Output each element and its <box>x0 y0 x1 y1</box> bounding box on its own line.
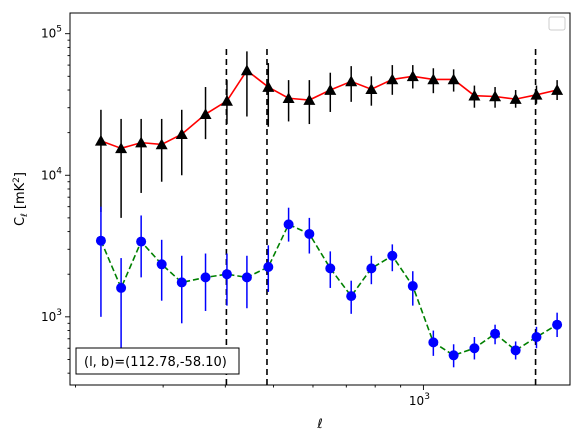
triangle-point-15 <box>386 73 399 85</box>
triangle-point-16 <box>406 70 419 82</box>
triangle-point-21 <box>509 93 522 104</box>
triangle-point-18 <box>447 73 460 85</box>
y-axis-label: Cℓ [mK2] <box>12 172 30 226</box>
circle-point-8 <box>241 272 252 283</box>
circle-point-15 <box>387 250 398 261</box>
circle-point-3 <box>136 236 147 247</box>
circle-point-13 <box>346 291 357 302</box>
triangle-point-23 <box>551 84 564 95</box>
triangle-point-7 <box>220 94 233 106</box>
circle-point-19 <box>469 343 480 354</box>
vertical-lines <box>225 48 537 385</box>
circle-point-12 <box>325 263 336 274</box>
triangle-point-10 <box>282 92 295 104</box>
annotation-box: (l, b)=(112.78,-58.10) <box>75 347 240 375</box>
triangle-point-12 <box>324 84 337 95</box>
series-lines <box>100 69 558 357</box>
triangle-point-11 <box>303 94 316 105</box>
triangle-point-8 <box>240 64 253 76</box>
series-markers <box>94 64 564 361</box>
circle-point-17 <box>428 337 439 348</box>
triangle-point-17 <box>427 73 440 85</box>
circle-point-5 <box>176 277 187 288</box>
triangle-point-14 <box>365 83 378 95</box>
y-tick-label: 103 <box>41 308 62 324</box>
triangle-point-20 <box>489 90 502 102</box>
y-tick-label: 104 <box>41 166 62 182</box>
triangle-point-3 <box>135 136 148 148</box>
axes-frame <box>69 12 571 386</box>
circle-point-22 <box>531 332 542 343</box>
series-line-1 <box>100 69 558 150</box>
y-tick-label: 105 <box>41 25 62 41</box>
circle-point-4 <box>156 259 167 270</box>
circle-point-1 <box>95 235 106 246</box>
circle-point-23 <box>552 319 563 330</box>
circle-point-14 <box>366 263 377 274</box>
circle-point-11 <box>304 228 315 239</box>
triangle-point-13 <box>345 75 358 87</box>
triangle-point-9 <box>262 81 275 92</box>
triangle-point-22 <box>530 88 543 100</box>
circle-point-2 <box>116 282 127 293</box>
triangle-point-2 <box>115 142 128 154</box>
triangle-point-1 <box>94 134 107 146</box>
triangle-point-5 <box>175 128 188 139</box>
axis-labels: 103 104 105 103 ℓ Cℓ [mK2] <box>12 25 430 432</box>
error-bars <box>100 51 558 368</box>
circle-point-7 <box>221 269 232 280</box>
circle-point-6 <box>200 272 211 283</box>
circle-point-9 <box>263 261 274 272</box>
series-line-2 <box>100 223 558 357</box>
circle-point-21 <box>510 345 521 356</box>
circle-point-18 <box>448 350 459 361</box>
triangle-point-4 <box>155 138 168 150</box>
axis-ticks <box>65 33 424 390</box>
x-axis-label: ℓ <box>316 417 322 432</box>
circle-point-20 <box>490 328 501 339</box>
triangle-point-6 <box>199 108 212 119</box>
triangle-point-19 <box>468 89 481 101</box>
legend-box <box>548 16 566 31</box>
circle-point-16 <box>407 281 418 292</box>
annotation-frame <box>75 347 240 375</box>
circle-point-10 <box>283 219 294 230</box>
annotation-text: (l, b)=(112.78,-58.10) <box>84 355 227 370</box>
x-tick-label: 103 <box>409 392 430 408</box>
